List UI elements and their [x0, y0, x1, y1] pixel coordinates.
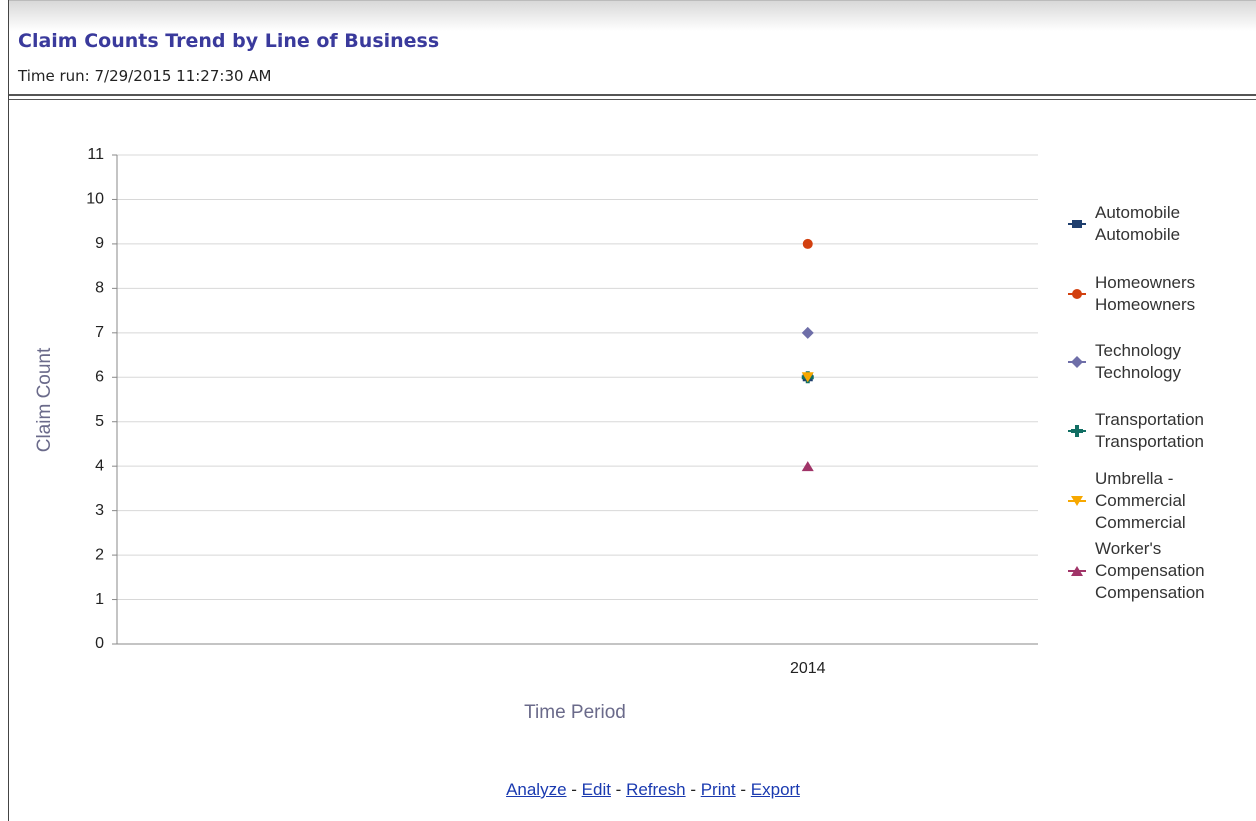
- legend-swatch: [1068, 356, 1086, 368]
- legend-label: Homeowners Homeowners: [1095, 273, 1196, 314]
- x-axis-label: Time Period: [524, 702, 626, 723]
- y-tick-label: 2: [95, 546, 104, 563]
- y-tick-label: 10: [86, 191, 104, 208]
- separator: -: [610, 780, 627, 799]
- y-tick-label: 5: [95, 413, 104, 430]
- marker: [1072, 220, 1082, 228]
- y-tick-label: 9: [95, 235, 104, 252]
- legend-item: Technology Technology: [1066, 332, 1246, 392]
- y-tick-label: 6: [95, 368, 104, 385]
- legend-item: Worker's Compensation Compensation: [1066, 539, 1246, 602]
- legend-item: Automobile Automobile: [1066, 194, 1246, 254]
- y-tick-label: 11: [87, 146, 104, 163]
- marker: [1072, 289, 1082, 299]
- action-link[interactable]: Edit: [581, 780, 611, 799]
- y-axis-label: Claim Count: [34, 347, 55, 452]
- legend-item: Transportation Transportation: [1066, 401, 1246, 461]
- y-tick-label: 0: [95, 635, 104, 652]
- legend-swatch: [1068, 220, 1086, 228]
- action-link[interactable]: Refresh: [626, 780, 686, 799]
- legend-label: Worker's Compensation Compensation: [1095, 539, 1205, 602]
- x-tick-label: 2014: [790, 660, 826, 677]
- y-tick-label: 3: [95, 502, 104, 519]
- legend-label: Umbrella - Commercial Commercial: [1095, 469, 1186, 532]
- legend-label: Technology Technology: [1095, 341, 1182, 382]
- y-tick-label: 1: [95, 591, 104, 608]
- top-bar: [8, 0, 1256, 31]
- separator: -: [566, 780, 582, 799]
- link-bar: Analyze - Edit - Refresh - Print - Expor…: [0, 780, 1256, 800]
- separator: -: [685, 780, 701, 799]
- legend-swatch: [1068, 566, 1086, 576]
- action-link[interactable]: Analyze: [506, 780, 567, 799]
- marker: [801, 372, 814, 383]
- marker: [1071, 566, 1083, 576]
- legend-item: Homeowners Homeowners: [1066, 264, 1246, 324]
- marker: [1071, 496, 1083, 506]
- marker: [801, 461, 814, 472]
- marker: [1071, 356, 1083, 368]
- legend-swatch: [1068, 289, 1086, 299]
- frame-line: [8, 0, 9, 821]
- y-tick-label: 8: [95, 280, 104, 297]
- legend-label: Transportation Transportation: [1095, 410, 1204, 451]
- legend-item: Umbrella - Commercial Commercial: [1066, 469, 1246, 532]
- time-run: Time run: 7/29/2015 11:27:30 AM: [18, 67, 272, 85]
- marker: [1071, 425, 1083, 437]
- action-link[interactable]: Print: [700, 780, 736, 799]
- separator: -: [735, 780, 751, 799]
- action-link[interactable]: Export: [750, 780, 800, 799]
- report-title: Claim Counts Trend by Line of Business: [18, 30, 440, 52]
- y-tick-label: 7: [95, 324, 104, 341]
- divider: [9, 94, 1256, 100]
- legend-swatch: [1068, 496, 1086, 506]
- marker: [802, 238, 813, 249]
- marker: [801, 326, 814, 339]
- legend-label: Automobile Automobile: [1095, 203, 1181, 244]
- y-tick-label: 4: [95, 457, 104, 474]
- legend-swatch: [1068, 425, 1086, 437]
